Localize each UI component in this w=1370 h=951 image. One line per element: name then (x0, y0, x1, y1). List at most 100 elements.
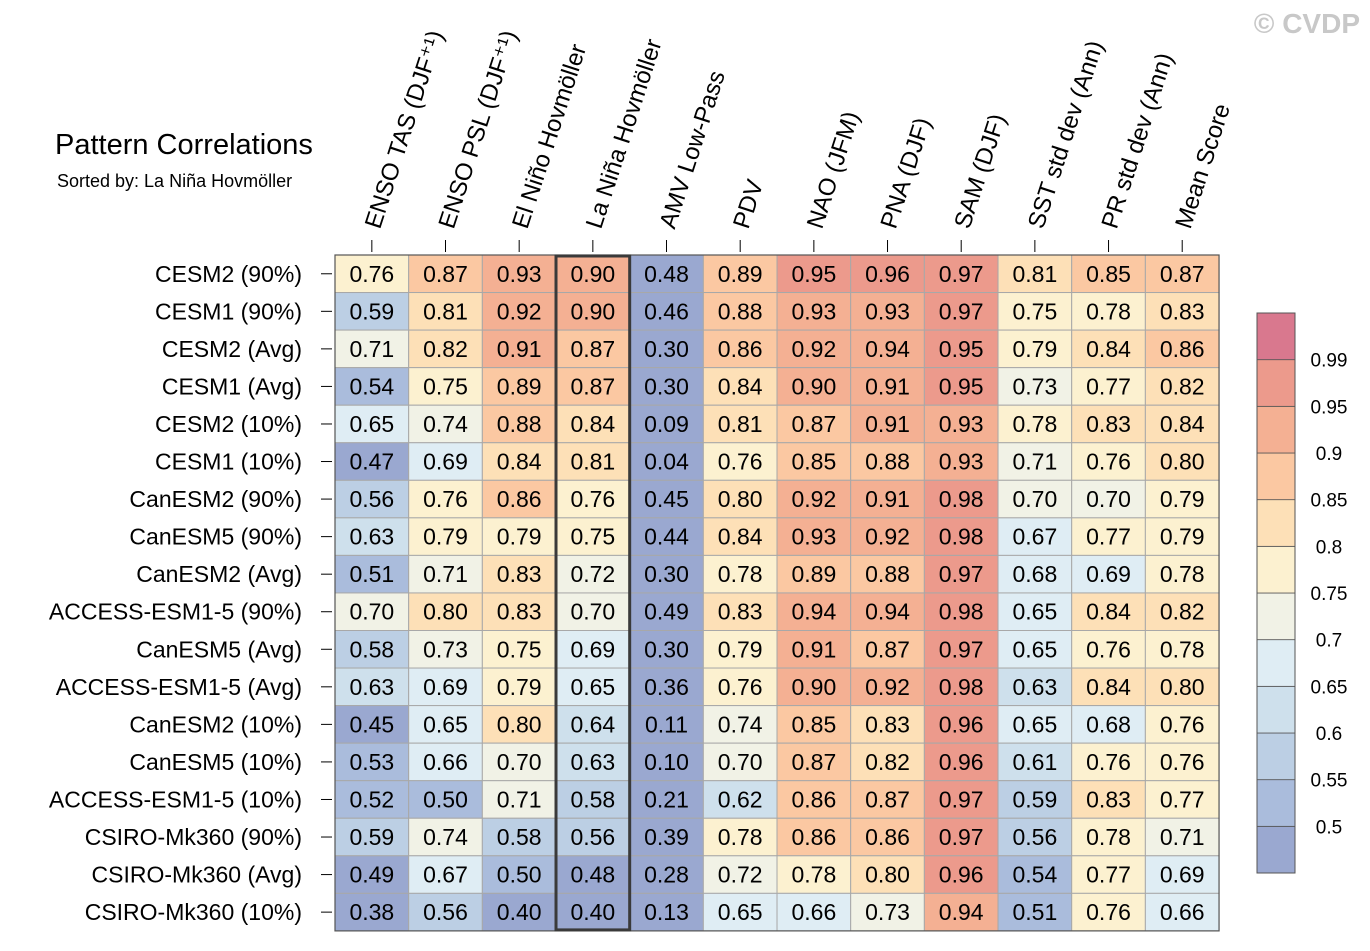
cell-value-label: 0.80 (1160, 449, 1205, 475)
cell-value-label: 0.71 (1012, 449, 1057, 475)
cell-value-label: 0.97 (939, 824, 984, 850)
cell-value-label: 0.90 (570, 261, 615, 287)
heatmap-cell (850, 554, 925, 594)
cell-value-label: 0.85 (791, 711, 836, 737)
cell-value-label: 0.40 (570, 899, 615, 925)
heatmap-cell (1144, 517, 1220, 556)
colorbar-swatch (1256, 825, 1296, 874)
row-label: CESM2 (Avg) (162, 336, 302, 362)
cell-value-label: 0.81 (570, 449, 615, 475)
column-label: La Niña Hovmöller (581, 36, 668, 232)
cell-value-label: 0.65 (718, 899, 763, 925)
cell-value-label: 0.84 (718, 373, 763, 399)
heatmap-cell (555, 855, 631, 894)
cell-value-label: 0.94 (865, 599, 910, 625)
cell-value-label: 0.66 (791, 899, 836, 925)
colorbar-tick-label: 0.95 (1311, 397, 1348, 418)
cell-value-label: 0.76 (1086, 449, 1131, 475)
cell-value-label: 0.82 (1160, 599, 1205, 625)
cell-value-label: 0.94 (865, 336, 910, 362)
colorbar-tick-label: 0.99 (1311, 351, 1348, 372)
cell-value-label: 0.54 (1012, 862, 1057, 888)
heatmap-cell (997, 592, 1073, 632)
cell-value-label: 0.90 (791, 674, 836, 700)
heatmap-cell (850, 404, 925, 444)
colorbar-tick-label: 0.75 (1311, 584, 1348, 605)
cell-value-label: 0.79 (497, 674, 542, 700)
cell-value-label: 0.28 (644, 862, 689, 888)
heatmap-cell (997, 329, 1073, 369)
cell-value-label: 0.86 (791, 824, 836, 850)
heatmap-cell (1071, 742, 1146, 782)
cell-value-label: 0.79 (1160, 524, 1205, 550)
cell-value-label: 0.98 (939, 674, 984, 700)
row-label: CESM1 (Avg) (162, 373, 302, 399)
heatmap-cell (850, 630, 925, 669)
heatmap-cell (408, 892, 483, 932)
heatmap-cell (629, 554, 704, 594)
heatmap-cell (481, 554, 557, 594)
row-label: CanESM5 (Avg) (136, 636, 302, 662)
row-label: CanESM2 (90%) (129, 486, 302, 512)
cell-value-label: 0.78 (1160, 561, 1205, 587)
cell-value-label: 0.58 (570, 786, 615, 812)
cell-value-label: 0.91 (865, 411, 910, 437)
cell-value-label: 0.38 (349, 899, 394, 925)
cell-value-label: 0.91 (497, 336, 542, 362)
heatmap-border (334, 254, 1220, 932)
cell-value-label: 0.83 (497, 561, 542, 587)
chart-title: Pattern Correlations (55, 129, 313, 161)
colorbar-tick-label: 0.65 (1311, 677, 1348, 698)
heatmap-cell (629, 329, 704, 369)
cell-value-label: 0.51 (1012, 899, 1057, 925)
heatmap-cell (776, 479, 852, 519)
cell-value-label: 0.56 (423, 899, 468, 925)
cell-value-label: 0.53 (349, 749, 394, 775)
column-label: ENSO PSL (DJF⁺¹) (434, 27, 523, 232)
cell-value-label: 0.80 (1160, 674, 1205, 700)
cell-value-label: 0.63 (1012, 674, 1057, 700)
heatmap-cell (702, 705, 778, 744)
cell-value-label: 0.30 (644, 336, 689, 362)
heatmap-cell (408, 667, 483, 707)
cell-value-label: 0.93 (791, 298, 836, 324)
cell-value-label: 0.80 (865, 862, 910, 888)
heatmap-cell (629, 630, 704, 669)
cell-value-label: 0.81 (423, 298, 468, 324)
heatmap-cell (923, 630, 999, 669)
cell-value-label: 0.78 (718, 824, 763, 850)
cell-value-label: 0.84 (497, 449, 542, 475)
cell-value-label: 0.67 (423, 862, 468, 888)
heatmap-cell (629, 667, 704, 707)
cell-value-label: 0.40 (497, 899, 542, 925)
cell-value-label: 0.93 (865, 298, 910, 324)
cell-value-label: 0.87 (791, 411, 836, 437)
heatmap-cell (481, 667, 557, 707)
cell-value-label: 0.69 (1086, 561, 1131, 587)
heatmap-cell (850, 292, 925, 331)
cell-value-label: 0.98 (939, 486, 984, 512)
heatmap-cell (702, 292, 778, 331)
heatmap-cell (408, 592, 483, 632)
row-label: CanESM5 (90%) (129, 524, 302, 550)
heatmap-cell (702, 479, 778, 519)
heatmap-cell (776, 892, 852, 932)
cell-value-label: 0.76 (718, 674, 763, 700)
row-label: CanESM2 (Avg) (136, 561, 302, 587)
cell-value-label: 0.79 (1160, 486, 1205, 512)
row-label: CSIRO-Mk360 (10%) (85, 899, 302, 925)
heatmap-cell (334, 292, 410, 331)
cell-value-label: 0.96 (939, 862, 984, 888)
heatmap-cell (776, 855, 852, 894)
cell-value-label: 0.80 (497, 711, 542, 737)
heatmap-cell (923, 667, 999, 707)
heatmap-cell (1071, 404, 1146, 444)
chart-subtitle: Sorted by: La Niña Hovmöller (57, 171, 292, 191)
colorbar-tick-label: 0.7 (1316, 631, 1342, 652)
heatmap-cell (997, 292, 1073, 331)
cell-value-label: 0.81 (718, 411, 763, 437)
cell-value-label: 0.58 (349, 636, 394, 662)
heatmap-cell (1071, 855, 1146, 894)
cell-value-label: 0.70 (497, 749, 542, 775)
